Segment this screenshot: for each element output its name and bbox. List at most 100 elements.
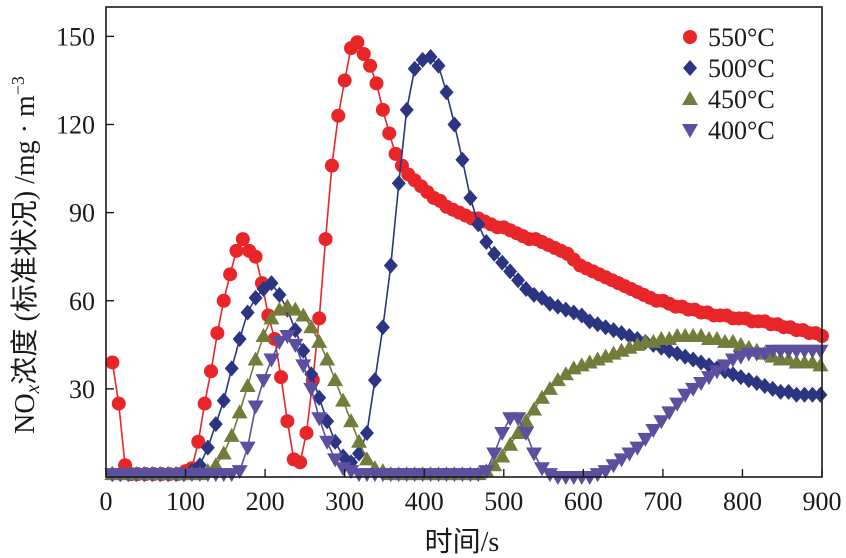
data-point-400°C-77 (716, 359, 733, 374)
data-point-500°C-20 (264, 275, 279, 292)
data-point-450°C-29 (335, 392, 352, 407)
data-point-450°C-16 (231, 404, 248, 419)
data-point-500°C-41 (431, 57, 446, 74)
data-point-500°C-16 (232, 330, 247, 347)
x-tick-label-900: 900 (803, 487, 842, 516)
data-point-550°C-17 (223, 267, 238, 282)
data-point-500°C-18 (248, 289, 263, 306)
data-point-500°C-50 (503, 263, 518, 280)
data-point-400°C-70 (661, 406, 678, 421)
data-point-400°C-25 (303, 382, 320, 397)
series-450°C (104, 298, 829, 481)
data-point-450°C-28 (327, 372, 344, 387)
legend-marker-450°C (682, 91, 698, 105)
data-point-550°C-18 (229, 243, 244, 258)
data-point-400°C-47 (478, 465, 495, 480)
data-point-500°C-47 (479, 234, 494, 250)
data-point-450°C-57 (557, 366, 574, 381)
y-tick-label-30: 30 (69, 375, 95, 404)
data-point-450°C-31 (350, 433, 367, 448)
data-point-400°C-27 (319, 435, 336, 450)
data-point-400°C-23 (287, 338, 304, 353)
data-point-550°C-25 (274, 370, 289, 385)
data-point-500°C-34 (375, 319, 390, 336)
legend-marker-550°C (683, 30, 697, 44)
data-point-450°C-54 (533, 389, 550, 404)
data-point-450°C-52 (518, 413, 535, 428)
data-point-400°C-24 (295, 359, 312, 374)
data-point-400°C-76 (708, 365, 725, 380)
y-tick-label-90: 90 (69, 199, 95, 228)
data-point-550°C-1 (111, 396, 126, 411)
data-point-450°C-20 (263, 310, 280, 325)
data-point-400°C-53 (526, 447, 543, 462)
y-tick-label-120: 120 (56, 111, 95, 140)
data-point-500°C-46 (471, 216, 486, 233)
x-tick-label-300: 300 (325, 487, 364, 516)
data-point-400°C-71 (669, 397, 686, 412)
data-point-550°C-19 (235, 232, 250, 247)
data-point-450°C-32 (358, 451, 375, 466)
data-point-400°C-74 (693, 377, 710, 391)
data-point-550°C-32 (318, 232, 333, 247)
data-point-400°C-18 (247, 400, 264, 415)
legend-marker-400°C (682, 124, 698, 138)
y-axis-title-prefix: NO (10, 393, 41, 433)
x-tick-label-800: 800 (723, 487, 762, 516)
data-point-450°C-17 (239, 377, 256, 392)
data-point-400°C-63 (605, 459, 622, 474)
data-point-400°C-73 (685, 382, 702, 397)
data-point-550°C-29 (299, 425, 314, 440)
data-point-500°C-37 (399, 101, 414, 118)
data-point-400°C-16 (231, 465, 248, 480)
data-point-550°C-41 (375, 102, 390, 117)
data-point-450°C-49 (494, 448, 511, 463)
data-point-450°C-15 (223, 427, 240, 442)
data-point-500°C-36 (391, 175, 406, 192)
data-point-400°C-17 (239, 441, 256, 456)
y-tick-label-150: 150 (56, 22, 95, 51)
legend-label-500°C: 500°C (708, 54, 775, 83)
x-tick-label-0: 0 (100, 487, 113, 516)
data-point-550°C-28 (293, 455, 308, 470)
data-point-400°C-19 (255, 374, 272, 389)
data-point-500°C-42 (439, 84, 454, 101)
data-point-400°C-72 (677, 388, 694, 403)
y-axis-title-subscript: x (22, 384, 44, 394)
y-tick-label-60: 60 (69, 287, 95, 316)
data-point-550°C-37 (350, 35, 365, 50)
data-point-450°C-23 (287, 301, 304, 316)
axes: 0 100 200 300 400 500 600 700 800 900 30 60 90 120 150 (56, 6, 842, 516)
x-axis-title: 时间/s (425, 526, 500, 558)
data-point-450°C-30 (343, 413, 360, 428)
data-point-500°C-14 (216, 392, 231, 409)
data-point-450°C-51 (510, 424, 527, 439)
data-point-450°C-27 (319, 351, 336, 366)
x-tick-label-200: 200 (246, 487, 285, 516)
data-point-500°C-87 (797, 386, 812, 403)
data-point-500°C-49 (495, 254, 510, 271)
y-axis-title-middle: 浓度 (标准状况) /mg · m (9, 95, 41, 385)
data-point-500°C-89 (813, 386, 828, 403)
x-tick-label-600: 600 (564, 487, 603, 516)
data-point-450°C-26 (311, 333, 328, 348)
data-point-500°C-33 (367, 372, 382, 389)
data-point-450°C-19 (255, 328, 272, 342)
data-point-400°C-68 (645, 424, 662, 438)
data-point-450°C-55 (541, 380, 558, 395)
data-point-550°C-14 (204, 364, 219, 379)
data-point-550°C-16 (216, 293, 231, 308)
data-point-500°C-51 (511, 272, 526, 289)
data-point-400°C-52 (518, 426, 535, 441)
data-point-400°C-51 (510, 412, 527, 427)
data-point-550°C-21 (248, 249, 263, 264)
data-point-450°C-25 (303, 319, 320, 334)
data-point-500°C-38 (407, 60, 422, 77)
data-point-500°C-86 (789, 386, 804, 403)
y-axis-title: NOx浓度 (标准状况) /mg · m−3 (8, 76, 44, 434)
data-point-400°C-20 (263, 353, 280, 368)
data-point-400°C-49 (494, 426, 511, 441)
data-point-400°C-67 (637, 432, 654, 447)
data-point-450°C-89 (812, 357, 829, 372)
